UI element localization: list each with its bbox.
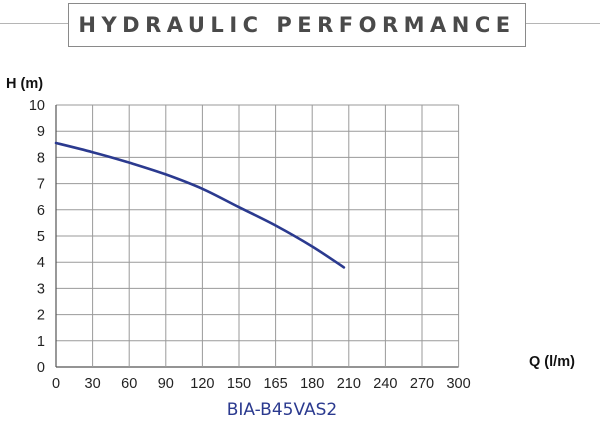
y-tick-label: 6 (37, 203, 45, 219)
series-label: BIA-B45VAS2 (227, 400, 338, 420)
x-tick-label: 210 (337, 376, 361, 392)
x-tick-label: 270 (410, 376, 434, 392)
y-tick-label: 2 (37, 308, 45, 324)
x-tick-label: 60 (121, 376, 137, 392)
x-axis-label: Q (l/m) (529, 354, 575, 370)
x-tick-label: 180 (300, 376, 324, 392)
y-tick-label: 0 (37, 360, 45, 376)
y-tick-label: 4 (37, 255, 45, 271)
y-tick-label: 1 (37, 334, 45, 350)
y-axis-label: H (m) (6, 76, 43, 92)
y-tick-label: 10 (29, 98, 45, 114)
x-tick-label: 300 (446, 376, 470, 392)
x-tick-label: 240 (373, 376, 397, 392)
y-tick-label: 5 (37, 229, 45, 245)
chart-title-box: HYDRAULIC PERFORMANCE (68, 3, 526, 47)
x-tick-label: 165 (263, 376, 287, 392)
grid-lines (55, 104, 460, 368)
y-tick-label: 7 (37, 177, 45, 193)
title-rule-right (526, 23, 600, 24)
y-tick-label: 3 (37, 281, 45, 297)
x-tick-label: 120 (190, 376, 214, 392)
curves (54, 141, 346, 269)
y-tick-labels: 0 1 2 3 4 5 6 7 8 9 10 (29, 98, 45, 376)
y-tick-label: 9 (37, 124, 45, 140)
performance-curve (54, 141, 346, 269)
x-tick-label: 30 (85, 376, 101, 392)
chart-title: HYDRAULIC PERFORMANCE (78, 13, 516, 37)
x-tick-label: 0 (52, 376, 60, 392)
x-tick-label: 150 (227, 376, 251, 392)
y-tick-label: 8 (37, 150, 45, 166)
title-rule-left (0, 23, 68, 24)
x-tick-labels: 0 30 60 90 120 150 165 180 210 240 270 300 (52, 376, 471, 392)
x-tick-label: 90 (158, 376, 174, 392)
